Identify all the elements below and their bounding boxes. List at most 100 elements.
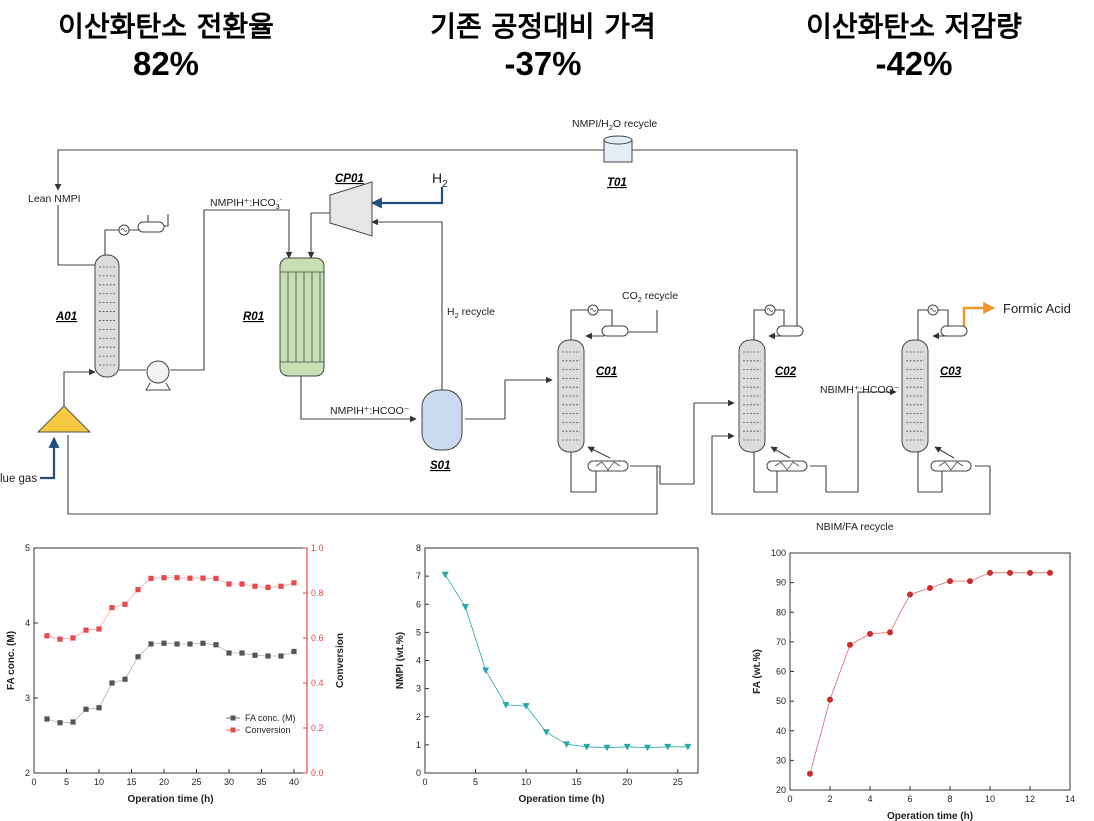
- unit-label-r01: R01: [243, 311, 264, 323]
- heat-exchangers: [118, 221, 972, 472]
- stream-gas-in: [63, 368, 96, 407]
- conversion-point: [200, 575, 206, 581]
- stream-lean-nmpi: [57, 205, 95, 266]
- stream-c02-cond: [775, 309, 785, 326]
- x-axis-label: Operation time (h): [127, 794, 213, 805]
- fa-conc-point: [135, 654, 141, 660]
- x-axis-label: Operation time (h): [887, 811, 973, 821]
- stream-c01-reb-a: [570, 452, 597, 493]
- unit-label-c01: C01: [596, 366, 617, 378]
- conversion-point: [44, 633, 50, 639]
- unit-labels: A01 R01 CP01 T01 S01 C01 C02 C03: [55, 173, 962, 472]
- stream-nmpi-recycle-right: [630, 149, 798, 330]
- x-tick-label: 15: [572, 777, 582, 787]
- reflux-drum: [776, 325, 804, 337]
- label-lean-nmpi: Lean NMPI: [28, 193, 81, 205]
- fa-conc-point: [44, 716, 50, 722]
- stream-formic-acid: [962, 302, 996, 330]
- fa-conc-point: [148, 641, 154, 647]
- stream-nmpi-recycle-left: [54, 149, 604, 191]
- tank-t01: [603, 135, 633, 163]
- label-co2-recycle: CO2 recycle: [622, 290, 678, 304]
- y-tick-label: 60: [776, 667, 786, 677]
- label-nbim-formate: NBIMH⁺:HCOO⁻: [820, 384, 900, 396]
- fa-conc-point: [96, 705, 102, 711]
- x-tick-label: 8: [947, 794, 952, 804]
- nmpi-point: [643, 744, 651, 752]
- pump: [145, 360, 171, 391]
- stream-c02-reb-b: [770, 446, 791, 459]
- y2-tick-label: 0.2: [311, 723, 324, 733]
- stream-cp01-r01: [307, 212, 330, 259]
- fa-conc-point: [122, 676, 128, 682]
- x-tick-label: 5: [473, 777, 478, 787]
- separator-s01: [421, 389, 463, 451]
- stream-c01-vapor: [570, 309, 588, 340]
- y-tick-label: 2: [416, 712, 421, 722]
- stream-formate: [300, 376, 417, 423]
- x-tick-label: 20: [159, 777, 169, 787]
- y-tick-label: 40: [776, 726, 786, 736]
- x-tick-label: 10: [521, 777, 531, 787]
- x-tick-label: 4: [867, 794, 872, 804]
- x-tick-label: 5: [64, 777, 69, 787]
- fa-wt-point: [847, 641, 853, 648]
- conversion-point: [122, 601, 128, 607]
- plot-frame: [424, 547, 699, 774]
- stream-c02-reb-a: [753, 452, 778, 493]
- y-tick-label: 70: [776, 637, 786, 647]
- x-tick-label: 14: [1065, 794, 1075, 804]
- reboiler-coil: [938, 461, 964, 471]
- unit-label-t01: T01: [607, 177, 627, 189]
- fa-conc-point: [109, 680, 115, 686]
- stream-bottom-return: [67, 435, 658, 515]
- conversion-point: [135, 587, 141, 593]
- reboiler-coil: [595, 461, 621, 471]
- gas-inlet-triangle: [36, 405, 92, 433]
- y2-tick-label: 0.0: [311, 768, 324, 778]
- y2-tick-label: 1.0: [311, 543, 324, 553]
- conversion-point: [70, 635, 76, 641]
- x-tick-label: 12: [1025, 794, 1035, 804]
- y-tick-label: 8: [416, 543, 421, 553]
- fa-conc-point: [174, 641, 180, 647]
- unit-label-c03: C03: [940, 366, 962, 378]
- unit-label-s01: S01: [430, 460, 450, 472]
- fa-wt-point: [987, 569, 993, 576]
- x-tick-label: 6: [907, 794, 912, 804]
- stream-c01-cond: [598, 309, 613, 330]
- y-axis-label: FA (wt.%): [752, 649, 763, 694]
- stream-c02-vapor: [753, 309, 765, 340]
- y-tick-label: 5: [25, 543, 30, 553]
- x-tick-label: 15: [126, 777, 136, 787]
- cooler-wave: [589, 308, 597, 312]
- legend-marker: [230, 715, 236, 721]
- y-axis-label: NMPI (wt.%): [395, 632, 406, 689]
- conversion-point: [96, 626, 102, 632]
- conversion-point: [239, 581, 245, 587]
- y-tick-label: 80: [776, 607, 786, 617]
- y2-tick-label: 0.6: [311, 633, 324, 643]
- kpi-value: -42%: [875, 45, 953, 82]
- label-nmpi-formate: NMPIH⁺:HCOO⁻: [330, 405, 410, 417]
- y2-tick-label: 0.4: [311, 678, 324, 688]
- cooler-wave: [929, 308, 937, 312]
- nmpi-point: [684, 743, 692, 751]
- fa-conc-point: [278, 653, 284, 659]
- conversion-point: [213, 575, 219, 581]
- kpi-label: 이산화탄소 전환율: [58, 10, 274, 43]
- conversion-point: [109, 605, 115, 611]
- kpi-co2-reduction: 이산화탄소 저감량 -42%: [764, 10, 1064, 84]
- x-tick-label: 2: [827, 794, 832, 804]
- nmpi-point: [482, 667, 490, 674]
- x-tick-label: 0: [31, 777, 36, 787]
- fa-conc-point: [265, 653, 271, 659]
- conversion-point: [252, 583, 258, 589]
- kpi-label: 이산화탄소 저감량: [806, 10, 1022, 43]
- y-tick-label: 50: [776, 696, 786, 706]
- fa-conc-point: [252, 652, 258, 658]
- kpi-value: 82%: [132, 45, 200, 82]
- stream-h2-feed: [370, 187, 444, 209]
- compressor-cp01: [329, 181, 373, 237]
- stream-c02-c03: [810, 388, 897, 493]
